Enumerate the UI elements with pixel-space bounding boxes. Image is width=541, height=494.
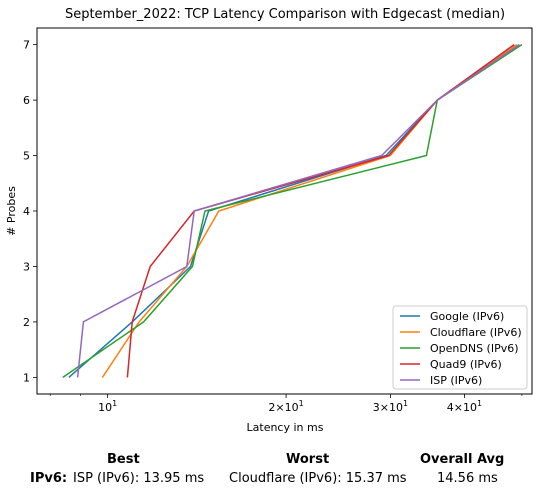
- y-tick-label: 4: [23, 205, 30, 218]
- summary-row: IPv6:: [30, 471, 67, 486]
- x-tick-label: 2×101: [268, 399, 303, 414]
- latency-chart: September_2022: TCP Latency Comparison w…: [5, 7, 533, 434]
- legend-label-0: Google (IPv6): [430, 310, 504, 323]
- y-tick-label: 5: [23, 150, 30, 163]
- y-axis-label: # Probes: [5, 186, 18, 236]
- y-tick-label: 3: [23, 260, 30, 273]
- x-tick-label: 3×101: [373, 399, 408, 414]
- legend: Google (IPv6) Cloudflare (IPv6) OpenDNS (I…: [392, 305, 528, 390]
- worst-header: Worst: [286, 452, 330, 467]
- x-tick-label: 101: [98, 399, 117, 414]
- best-value: ISP (IPv6): 13.95 ms: [73, 471, 205, 486]
- legend-label-2: OpenDNS (IPv6): [430, 342, 519, 355]
- y-tick-label: 7: [23, 39, 30, 52]
- worst-value: Cloudflare (IPv6): 15.37 ms: [229, 471, 407, 486]
- legend-box: [392, 305, 528, 390]
- series-line-4: [76, 43, 520, 378]
- overall-avg-value: 14.56 ms: [437, 471, 498, 486]
- legend-label-3: Quad9 (IPv6): [430, 358, 502, 371]
- legend-label-1: Cloudflare (IPv6): [430, 326, 522, 339]
- y-tick-label: 1: [23, 371, 30, 384]
- x-axis-label: Latency in ms: [247, 421, 324, 434]
- y-tick-label: 6: [23, 94, 30, 107]
- best-header: Best: [107, 452, 140, 467]
- chart-title: September_2022: TCP Latency Comparison w…: [65, 7, 505, 22]
- y-tick-label: 2: [23, 316, 30, 329]
- row-separator: :: [61, 471, 68, 486]
- x-tick-label: 4×101: [447, 399, 482, 414]
- legend-label-4: ISP (IPv6): [430, 374, 482, 387]
- row-label: IPv6: [30, 471, 62, 486]
- overall-avg-header: Overall Avg: [420, 452, 505, 467]
